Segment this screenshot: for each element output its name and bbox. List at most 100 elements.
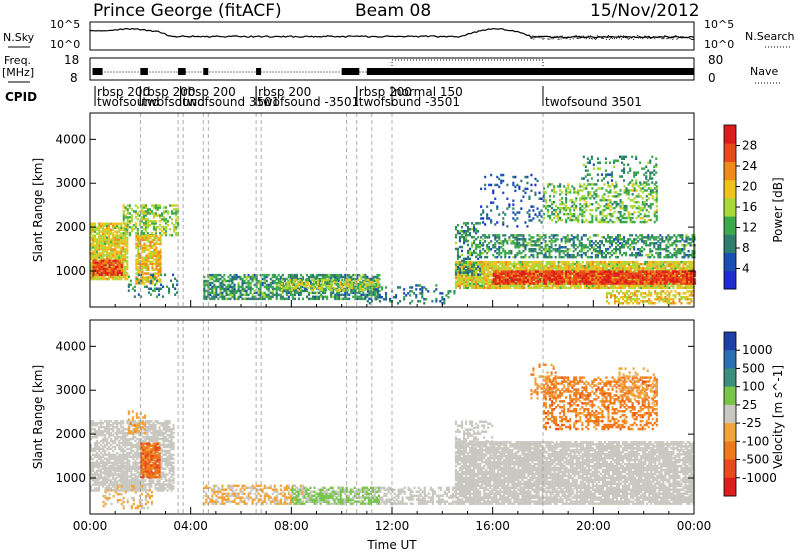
heatmap-cell [251, 297, 254, 301]
heatmap-cell [508, 270, 511, 273]
heatmap-cell [595, 280, 598, 283]
heatmap-cell [231, 291, 234, 295]
heatmap-cell [291, 295, 294, 299]
noise-dot [633, 38, 635, 40]
heatmap-cell [134, 216, 137, 219]
heatmap-cell [580, 236, 583, 239]
heatmap-cell [651, 272, 654, 275]
heatmap-cell [600, 251, 603, 255]
heatmap-cell [537, 276, 540, 279]
heatmap-cell [225, 285, 228, 289]
heatmap-cell [114, 248, 117, 251]
heatmap-cell [615, 249, 618, 253]
heatmap-cell [521, 268, 524, 272]
heatmap-cell [673, 276, 676, 279]
heatmap-cell [668, 282, 671, 286]
heatmap-cell [152, 226, 155, 229]
heatmap-cell [102, 248, 105, 251]
heatmap-cell [676, 286, 679, 290]
heatmap-cell [506, 270, 509, 273]
heatmap-cell [692, 280, 695, 283]
heatmap-cell [630, 264, 633, 268]
heatmap-cell [647, 276, 650, 279]
heatmap-cell [471, 286, 474, 290]
heatmap-cell [255, 275, 258, 279]
heatmap-cell [370, 297, 373, 301]
heatmap-cell [209, 293, 212, 297]
heatmap-cell [514, 253, 517, 257]
heatmap-cell [241, 285, 244, 289]
heatmap-cell [120, 252, 123, 255]
heatmap-cell [149, 293, 152, 296]
noise-left-label: N.Sky [3, 31, 35, 44]
heatmap-cell [265, 293, 268, 297]
heatmap-cell [143, 278, 146, 281]
heatmap-cell [453, 292, 456, 295]
heatmap-cell [233, 277, 236, 281]
heatmap-cell [303, 289, 306, 293]
heatmap-cell [138, 224, 141, 227]
heatmap-cell [606, 248, 609, 251]
heatmap-cell [599, 268, 602, 272]
heatmap-cell [508, 249, 511, 253]
heatmap-cell [143, 250, 146, 254]
heatmap-cell [532, 278, 535, 281]
heatmap-cell [130, 226, 133, 229]
heatmap-cell [616, 286, 619, 290]
heatmap-cell [549, 266, 552, 270]
heatmap-cell [640, 268, 643, 272]
heatmap-cell [542, 238, 545, 241]
heatmap-cell [98, 248, 101, 251]
heatmap-cell [205, 281, 208, 285]
heatmap-cell [581, 280, 584, 283]
heatmap-cell [104, 250, 107, 253]
heatmap-cell [137, 293, 140, 296]
heatmap-cell [350, 289, 353, 293]
heatmap-cell [137, 258, 140, 261]
heatmap-cell [516, 238, 519, 241]
heatmap-cell [151, 273, 154, 277]
heatmap-cell [259, 291, 262, 295]
heatmap-cell [679, 282, 682, 285]
heatmap-cell [646, 284, 649, 288]
heatmap-cell [261, 277, 264, 281]
heatmap-cell [669, 276, 672, 279]
heatmap-cell [98, 256, 101, 259]
heatmap-cell [565, 268, 568, 272]
noise-dot [575, 35, 577, 37]
noise-dot [624, 36, 626, 38]
heatmap-cell [546, 255, 549, 259]
heatmap-cell [151, 256, 154, 259]
heatmap-cell [569, 264, 572, 268]
heatmap-cell [159, 256, 162, 259]
heatmap-cell [344, 291, 347, 295]
heatmap-cell [514, 236, 517, 239]
heatmap-cell [658, 262, 661, 266]
noise-dot [537, 36, 539, 38]
heatmap-cell [490, 240, 493, 243]
heatmap-cell [572, 236, 575, 239]
heatmap-cell [688, 280, 691, 283]
heatmap-cell [142, 218, 145, 221]
heatmap-cell [596, 242, 599, 245]
heatmap-cell [617, 255, 620, 259]
heatmap-cell [233, 275, 236, 279]
heatmap-cell [344, 275, 347, 279]
heatmap-cell [98, 244, 101, 247]
heatmap-cell [643, 270, 646, 273]
heatmap-cell [630, 260, 633, 264]
heatmap-cell [567, 262, 570, 266]
heatmap-cell [267, 283, 270, 287]
heatmap-cell [685, 276, 688, 279]
heatmap-cell [492, 274, 495, 277]
heatmap-cell [517, 276, 520, 280]
heatmap-cell [627, 240, 630, 243]
heatmap-cell [567, 278, 570, 281]
heatmap-cell [295, 291, 298, 295]
heatmap-cell [104, 222, 107, 225]
heatmap-cell [143, 238, 146, 242]
heatmap-cell [288, 278, 291, 282]
noise-dot [579, 37, 581, 39]
heatmap-cell [669, 272, 672, 275]
heatmap-cell [100, 261, 103, 265]
